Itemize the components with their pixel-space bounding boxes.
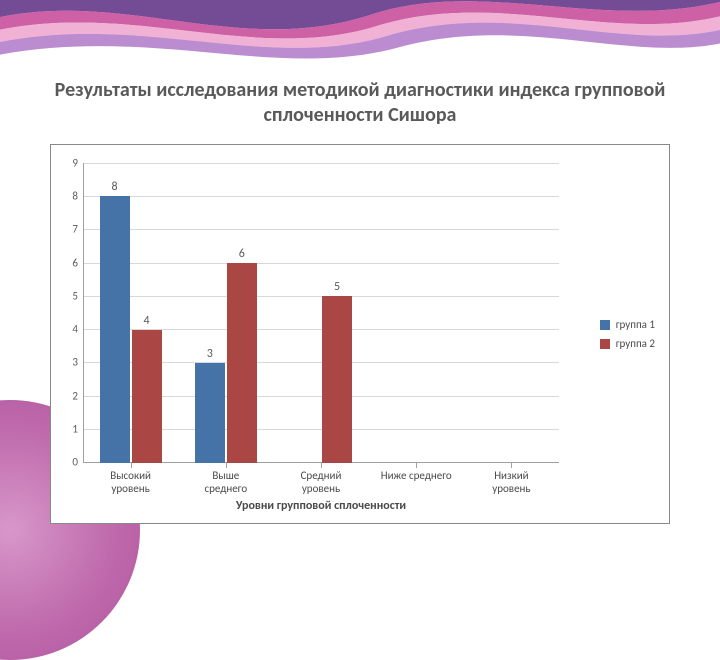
legend: группа 1 группа 2: [600, 312, 655, 356]
bar-value-label: 4: [144, 314, 150, 330]
category-group: 84Высокий уровень: [83, 163, 178, 463]
legend-label: группа 2: [616, 337, 655, 350]
bar-value-label: 5: [334, 280, 340, 296]
category-group: 36Выше среднего: [178, 163, 273, 463]
plot-area: 0123456789 84Высокий уровень36Выше средн…: [83, 163, 559, 463]
legend-swatch: [600, 320, 610, 330]
bar: 8: [100, 196, 130, 463]
category-group: 5Средний уровень: [273, 163, 368, 463]
bar: 4: [132, 330, 162, 463]
bar: 5: [322, 296, 352, 463]
category-group: Ниже среднего: [369, 163, 464, 463]
legend-item: группа 1: [600, 318, 655, 331]
legend-item: группа 2: [600, 337, 655, 350]
category-label: Высокий уровень: [83, 463, 178, 495]
bar: 6: [227, 263, 257, 463]
bars-container: 84Высокий уровень36Выше среднего5Средний…: [83, 163, 559, 463]
bar-value-label: 8: [112, 180, 118, 196]
category-label: Выше среднего: [178, 463, 273, 495]
bar-value-label: 6: [239, 247, 245, 263]
category-label: Ниже среднего: [369, 463, 464, 483]
legend-swatch: [600, 339, 610, 349]
bar: 3: [195, 363, 225, 463]
category-label: Средний уровень: [273, 463, 368, 495]
x-axis-title: Уровни групповой сплоченности: [83, 499, 559, 513]
slide-title: Результаты исследования методикой диагно…: [40, 78, 680, 128]
category-group: Низкий уровень: [464, 163, 559, 463]
bar-value-label: 3: [207, 347, 213, 363]
bar-chart: 0123456789 84Высокий уровень36Выше средн…: [50, 144, 670, 524]
legend-label: группа 1: [616, 318, 655, 331]
category-label: Низкий уровень: [464, 463, 559, 495]
